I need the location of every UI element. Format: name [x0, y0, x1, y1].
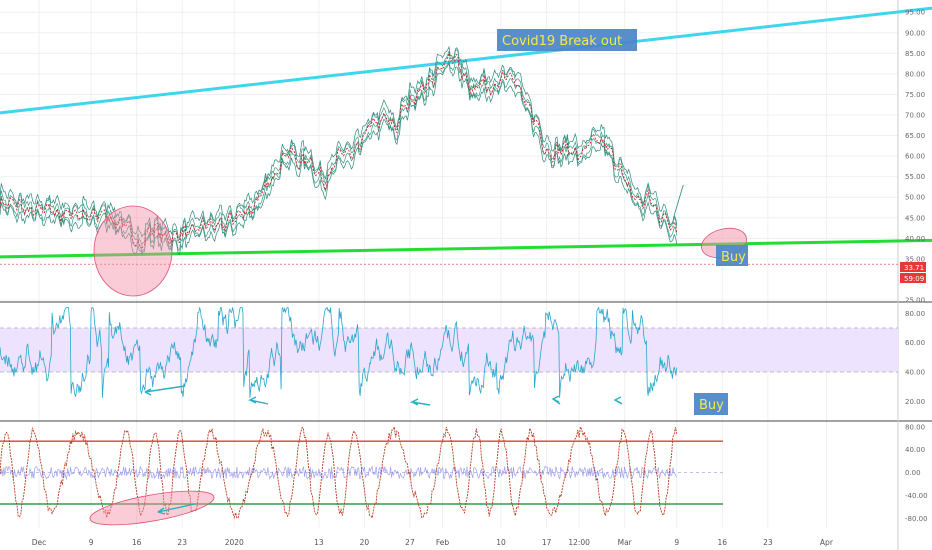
buy-label-rsi: Buy: [699, 398, 724, 413]
rsi-tick-label: 40.00: [905, 369, 925, 377]
annotation-arrow: [551, 395, 561, 405]
osc-tick-label: -40.00: [905, 492, 928, 500]
price-tick-label: 35.00: [905, 255, 925, 263]
price-tick-label: 45.00: [905, 214, 925, 222]
x-tick-label: 16: [132, 538, 142, 547]
osc-tick-label: 0.00: [905, 469, 921, 477]
buy-box-rsi: [694, 393, 728, 415]
x-tick-label: 16: [718, 538, 728, 547]
annotation-arrow: [144, 385, 186, 396]
price-tag: [900, 262, 926, 272]
covid-annotation-text: Covid19 Break out: [502, 34, 622, 49]
rsi-tick-label: 80.00: [905, 310, 925, 318]
x-tick-label: 23: [763, 538, 773, 547]
price-series-line: [0, 49, 678, 247]
buy-label-price: Buy: [721, 250, 746, 265]
osc-line: [0, 425, 678, 520]
price-panel[interactable]: [0, 6, 932, 297]
annotation-arrow: [409, 398, 431, 406]
x-tick-label: 17: [542, 538, 552, 547]
rsi-line: [0, 306, 678, 398]
x-axis[interactable]: Dec 9 16 23 2020 13 20 27 Feb 10 17 12:00 Mar 9 16 23 Ap…: [32, 538, 834, 547]
oscillator-panel[interactable]: [0, 425, 723, 532]
price-tick-label: 80.00: [905, 70, 925, 78]
price-series-line: [0, 53, 678, 251]
x-tick-label: 12:00: [568, 538, 590, 547]
price-tick-label: 25.00: [905, 297, 925, 305]
x-tick-label: 9: [674, 538, 679, 547]
x-tick-label: 20: [360, 538, 370, 547]
x-tick-label: 27: [405, 538, 415, 547]
price-tag-text: 33.71: [904, 264, 924, 272]
highlight-circle: [93, 205, 173, 297]
highlight-circle: [89, 490, 215, 526]
osc-tick-label: 40.00: [905, 446, 925, 454]
price-tick-label: 55.00: [905, 173, 925, 181]
x-tick-label: Mar: [618, 538, 633, 547]
support-trendline: [0, 238, 932, 259]
x-tick-label: 23: [177, 538, 187, 547]
price-tick-label: 90.00: [905, 29, 925, 37]
rsi-tick-label: 60.00: [905, 339, 925, 347]
price-tick-label: 65.00: [905, 132, 925, 140]
annotation-arrow: [157, 503, 196, 515]
y-axis[interactable]: 95.00 90.00 85.00 80.00 75.00 70.00 65.00 60.00…: [905, 9, 928, 523]
x-tick-label: 9: [89, 538, 94, 547]
countdown-tag: [900, 273, 926, 283]
buy-box-price: [716, 245, 748, 266]
x-tick-label: Feb: [436, 538, 450, 547]
x-tick-label: 10: [496, 538, 506, 547]
osc-tick-label: -80.00: [905, 515, 928, 523]
rsi-panel[interactable]: [0, 306, 898, 406]
countdown-tag-text: 59:09: [904, 275, 924, 283]
price-tick-label: 95.00: [905, 9, 925, 17]
covid-annotation-box: [497, 29, 637, 51]
price-series-line: [0, 45, 678, 238]
price-tick-label: 85.00: [905, 50, 925, 58]
annotation-arrow: [247, 396, 269, 405]
buy-annotation-price[interactable]: Buy: [716, 245, 748, 266]
price-tick-label: 70.00: [905, 112, 925, 120]
price-tick-label: 75.00: [905, 91, 925, 99]
buy-annotation-rsi[interactable]: Buy: [694, 393, 728, 415]
x-tick-label: Apr: [820, 538, 834, 547]
price-tick-label: 60.00: [905, 153, 925, 161]
price-tick-label: 50.00: [905, 194, 925, 202]
price-series-line: [0, 58, 678, 253]
x-tick-label: 2020: [225, 538, 244, 547]
x-tick-label: Dec: [32, 538, 47, 547]
covid-annotation[interactable]: Covid19 Break out: [497, 29, 637, 51]
osc-histogram: [0, 465, 678, 481]
price-series-line: [673, 184, 684, 218]
rsi-tick-label: 20.00: [905, 398, 925, 406]
osc-tick-label: 80.00: [905, 423, 925, 431]
x-tick-label: 13: [314, 538, 324, 547]
annotation-arrow: [613, 396, 623, 405]
price-tick-label: 40.00: [905, 235, 925, 243]
price-series-line: [0, 61, 678, 256]
